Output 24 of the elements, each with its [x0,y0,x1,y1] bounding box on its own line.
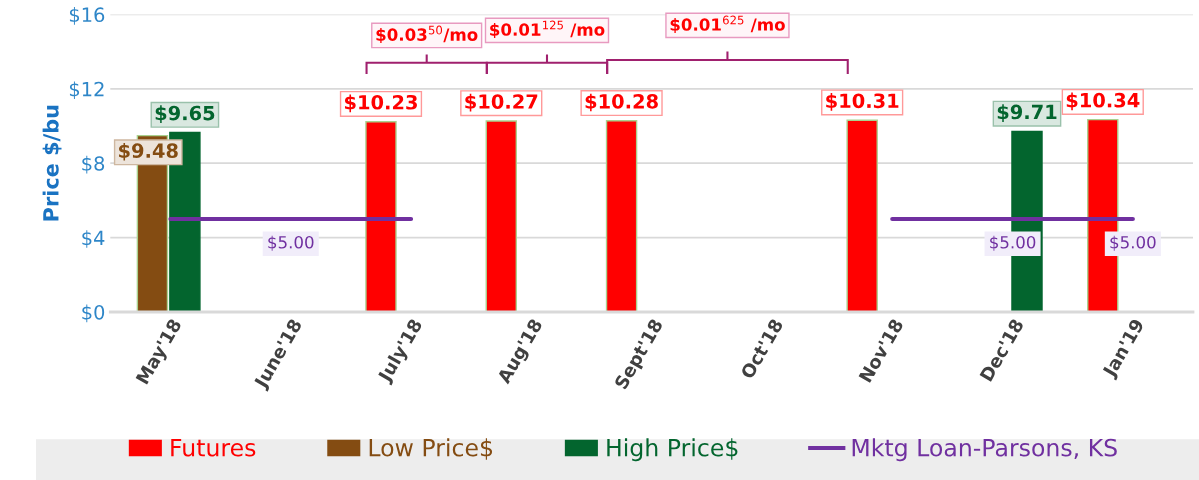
data-label: $5.00 [268,235,314,251]
annotation: $0.03$^{50}$/mo [376,25,478,44]
data-label: $10.34 [1066,92,1140,111]
data-label: $10.27 [465,93,538,112]
data-label: $5.00 [1110,235,1156,251]
legend-label: Mktg Loan-Parsons, KS [852,438,1117,462]
legend-label: Low Price$ [369,438,493,460]
data-label: $10.28 [585,93,658,112]
y-tick-label: $16 [69,7,105,25]
y-tick-label: $0 [82,304,105,323]
y-axis-title: Price $/bu [42,105,62,221]
y-tick-label: $12 [69,81,104,100]
y-tick-label: $4 [82,230,105,248]
data-label: $5.00 [990,235,1036,251]
annotation: $0.01$^{125}$ /mo [490,20,605,39]
legend-label: Futures [171,439,256,457]
y-tick-label: $8 [82,155,105,174]
data-label: $10.31 [826,93,899,111]
data-label: $9.71 [997,104,1057,122]
annotation: $0.01$^{625}$ /mo [670,15,785,34]
legend-label: High Price$ [607,438,738,462]
data-label: $10.23 [344,94,417,113]
data-label: $9.65 [155,105,215,123]
data-label: $9.48 [119,142,178,161]
